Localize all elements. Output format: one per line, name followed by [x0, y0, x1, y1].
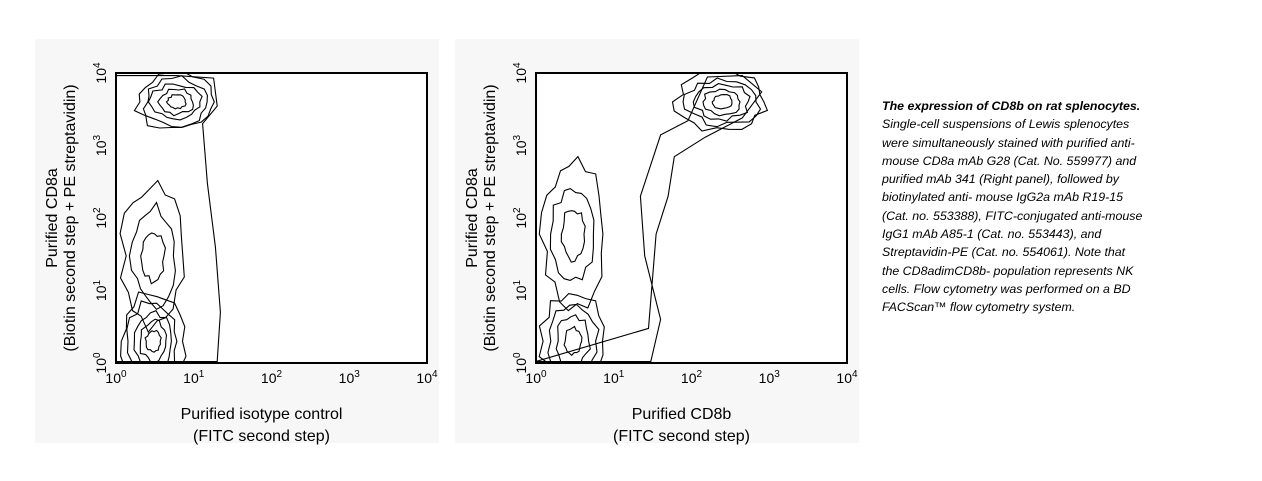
contour-line [133, 73, 215, 129]
contour-line [560, 210, 586, 263]
y-tick-label: 103 [512, 134, 529, 156]
left-contour-plot: Purified CD8a (Biotin second step + PE st… [44, 62, 438, 445]
contour-line [549, 187, 595, 281]
contour-line [702, 88, 741, 117]
contour-lines [116, 73, 221, 363]
contour-line [547, 303, 600, 363]
x-tick-label: 101 [183, 369, 205, 386]
x-axis-label-line1: Purified isotype control [181, 406, 343, 423]
contour-line [165, 94, 187, 110]
contour-line [692, 83, 751, 122]
caption-title: The expression of CD8b on rat splenocyte… [882, 99, 1141, 113]
y-tick-label: 104 [512, 62, 529, 84]
contour-line [555, 314, 591, 363]
contour-line [538, 155, 604, 312]
contour-line [671, 73, 769, 132]
y-tick-label: 101 [92, 279, 109, 301]
contour-line [126, 300, 178, 363]
contour-line [133, 310, 172, 363]
figure-caption: The expression of CD8b on rat splenocyte… [882, 97, 1144, 317]
x-axis-label-line2: (FITC second step) [193, 428, 330, 445]
contour-line [140, 232, 166, 285]
y-axis-label-line2: (Biotin second step + PE streptavidin) [482, 84, 499, 351]
contour-line [144, 329, 162, 353]
y-tick-label: 103 [92, 134, 109, 156]
x-tick-label: 100 [105, 369, 127, 386]
x-tick-label: 102 [261, 369, 283, 386]
contour-line [157, 88, 194, 117]
x-tick-label: 101 [603, 369, 625, 386]
contour-envelope [536, 75, 763, 363]
y-tick-label: 102 [92, 207, 109, 229]
y-axis-label-line2: (Biotin second step + PE streptavidin) [62, 84, 79, 351]
contour-lines [536, 73, 769, 363]
contour-line [538, 293, 605, 363]
right-panel: Purified CD8a (Biotin second step + PE st… [455, 39, 859, 445]
contour-line [139, 318, 168, 363]
x-tick-label: 104 [836, 369, 858, 386]
y-tick-label: 101 [512, 279, 529, 301]
contour-envelope [116, 75, 221, 363]
y-axis-label-line1: Purified CD8a [464, 168, 481, 268]
x-tick-label: 103 [339, 369, 361, 386]
y-tick-label: 100 [512, 352, 529, 374]
contour-line [711, 94, 733, 110]
x-tick-label: 100 [525, 369, 547, 386]
x-tick-label: 103 [759, 369, 781, 386]
x-tick-label: 104 [416, 369, 438, 386]
y-tick-label: 102 [512, 207, 529, 229]
x-axis-label-line1: Purified CD8b [632, 406, 732, 423]
x-axis-label-line2: (FITC second step) [613, 428, 750, 445]
contour-line [682, 77, 762, 128]
contour-line [128, 201, 176, 310]
y-axis-label-line1: Purified CD8a [44, 168, 61, 268]
caption-body: Single-cell suspensions of Lewis splenoc… [882, 117, 1143, 315]
contour-line [119, 179, 185, 334]
contour-line [563, 325, 583, 357]
contour-line [120, 291, 187, 363]
right-contour-plot: Purified CD8a (Biotin second step + PE st… [464, 62, 858, 445]
x-tick-label: 102 [681, 369, 703, 386]
contour-line [147, 83, 203, 121]
left-panel: Purified CD8a (Biotin second step + PE st… [35, 39, 439, 445]
y-tick-label: 100 [92, 352, 109, 374]
y-tick-label: 104 [92, 62, 109, 84]
